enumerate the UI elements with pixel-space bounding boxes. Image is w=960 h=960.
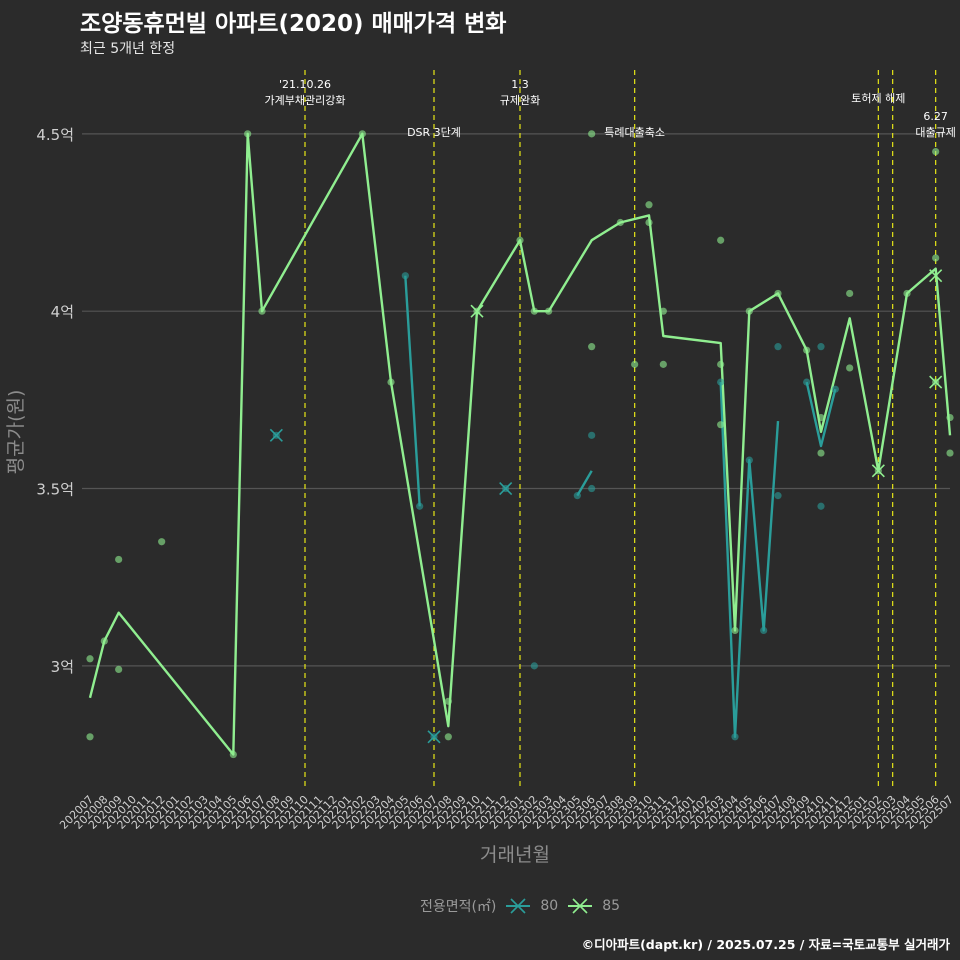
- event-label: '21.10.26 가계부채관리강화: [265, 78, 346, 107]
- y-tick-label: 3억: [51, 658, 74, 676]
- series-85-point: [645, 201, 653, 209]
- series-85-point: [631, 360, 639, 368]
- series-85-point: [803, 346, 811, 354]
- series-85-point: [86, 733, 94, 741]
- legend-label-80: 80: [540, 898, 559, 914]
- series-85-point: [588, 130, 596, 138]
- legend-title: 전용면적(㎡): [419, 899, 497, 915]
- series-85-point: [846, 364, 854, 372]
- x-tick-layer: 2020072020082020092020102020112020122021…: [57, 793, 956, 832]
- series-80-point: [803, 378, 811, 386]
- series-80-line: [404, 275, 421, 507]
- point-layer: [86, 130, 954, 759]
- chart-title: 조양동휴먼빌 아파트(2020) 매매가격 변화: [80, 11, 507, 37]
- series-85-point: [158, 538, 166, 546]
- event-label: DSR 3단계: [407, 126, 461, 139]
- y-tick-label: 4.5억: [36, 126, 74, 144]
- series-80-point: [760, 626, 768, 634]
- series-85-point: [100, 637, 108, 645]
- series-85-point: [645, 218, 653, 227]
- chart-subtitle: 최근 5개년 한정: [80, 41, 176, 57]
- series-85-avg-marker: [929, 269, 943, 283]
- series-80-point: [530, 662, 538, 670]
- series-80-point: [774, 492, 782, 500]
- grid-layer: [82, 133, 950, 667]
- series-85-point: [731, 626, 739, 634]
- event-label: 6.27 대출규제: [915, 110, 955, 139]
- x-axis-title: 거래년월: [480, 844, 550, 866]
- series-85-point: [659, 307, 667, 315]
- legend-key-80: [506, 898, 531, 914]
- series-80-point: [817, 502, 825, 510]
- series-85-point: [717, 236, 725, 244]
- series-85-point: [387, 378, 395, 386]
- legend: 전용면적(㎡) 80 85: [0, 894, 960, 918]
- series-80-avg-marker: [427, 730, 441, 744]
- event-label: 토허제 해제: [851, 91, 905, 105]
- series-85-point: [817, 449, 825, 457]
- series-80-point: [717, 378, 725, 386]
- series-85-point: [817, 413, 825, 422]
- y-tick-label: 4억: [51, 303, 74, 321]
- series-80-point: [817, 343, 825, 351]
- series-85-point: [258, 307, 266, 315]
- series-85-avg-marker: [470, 304, 484, 318]
- series-85-point: [946, 449, 954, 457]
- y-tick-label: 3.5억: [36, 481, 74, 499]
- series-85-point: [588, 343, 596, 351]
- series-80-point: [588, 484, 596, 493]
- series-80-line: [576, 470, 593, 497]
- series-80-point: [831, 385, 839, 393]
- series-80-point: [588, 431, 596, 439]
- series-85-point: [115, 555, 123, 564]
- series-85-point: [903, 289, 911, 298]
- series-85-point: [659, 360, 667, 368]
- series-85-point: [616, 218, 624, 227]
- series-85-point: [846, 289, 854, 298]
- series-85-point: [717, 421, 725, 429]
- series-80-point: [573, 492, 581, 500]
- series-85-line: [88, 132, 952, 756]
- series-85-point: [358, 130, 366, 138]
- series-85-point: [516, 236, 524, 244]
- series-85-avg-marker: [929, 375, 943, 389]
- series-85-point: [115, 665, 123, 674]
- series-80-point: [416, 502, 424, 510]
- series-80-line: [719, 382, 780, 738]
- series-85-point: [946, 413, 954, 422]
- series-85-point: [545, 307, 553, 315]
- series-80-point: [745, 456, 753, 464]
- series-80-point: [774, 343, 782, 351]
- series-80-avg-marker: [499, 481, 513, 496]
- series-85-point: [444, 733, 452, 741]
- y-tick-layer: 3억 3.5억 4억 4.5억: [36, 126, 74, 676]
- series-80-line: [805, 381, 837, 448]
- y-axis-title: 평균가(원): [5, 390, 27, 475]
- series-85-point: [745, 307, 753, 315]
- series-85-point: [717, 360, 725, 368]
- series-85-point: [932, 254, 940, 262]
- series-85-avg-marker: [871, 464, 885, 478]
- event-label: 특례대출축소: [604, 126, 665, 139]
- event-label: 1.3 규제완화: [500, 78, 540, 107]
- series-80-point: [401, 272, 409, 280]
- series-85-point: [86, 655, 94, 663]
- source-caption: ©디아파트(dapt.kr) / 2025.07.25 / 자료=국토교통부 실…: [581, 937, 950, 952]
- legend-key-85: [568, 898, 593, 914]
- series-85-point: [932, 147, 940, 156]
- series-80-avg-marker: [269, 428, 283, 442]
- series-85-point: [774, 289, 782, 298]
- legend-label-85: 85: [602, 898, 621, 914]
- series-85-point: [244, 130, 252, 138]
- series-85-point: [530, 307, 538, 315]
- series-85-point: [444, 697, 452, 705]
- series-85-point: [229, 750, 237, 759]
- series-80-point: [731, 733, 739, 741]
